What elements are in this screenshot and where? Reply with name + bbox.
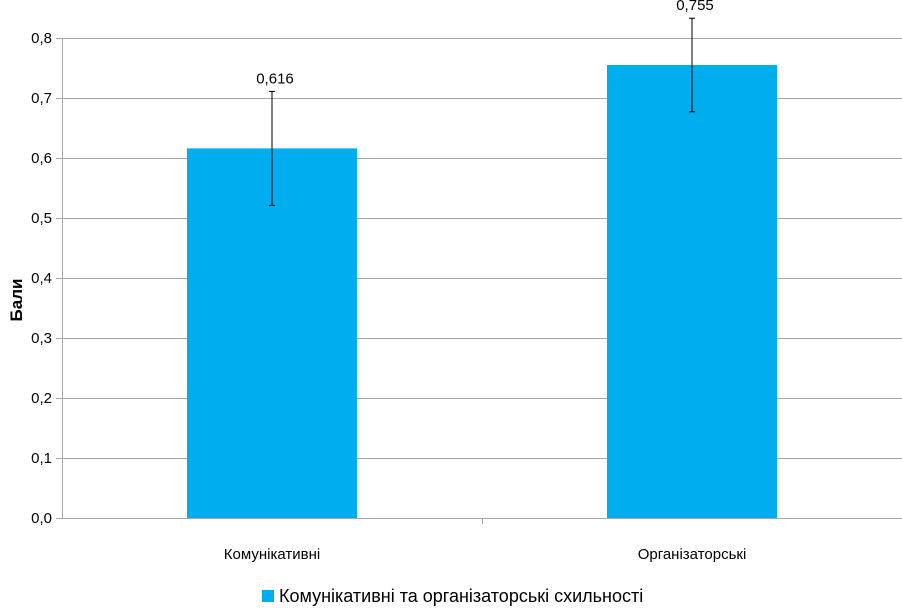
data-label: 0,616: [256, 70, 294, 87]
y-tick-label: 0,1: [31, 450, 52, 467]
y-tick-label: 0,2: [31, 390, 52, 407]
labels: 0,0 0,1 0,2 0,3 0,4 0,5 0,6 0,7 0,8 0,616 Комуніка…: [31, 0, 746, 563]
y-tick-label: 0,5: [31, 210, 52, 227]
x-category-label: Комунікативні: [224, 546, 320, 563]
bar: [606, 65, 778, 518]
bar: [186, 148, 358, 518]
legend-swatch: [262, 590, 274, 602]
bars: [186, 17, 778, 518]
legend: Комунікативні та організаторські схильно…: [262, 586, 643, 606]
y-tick-label: 0,0: [31, 510, 52, 527]
axes: [56, 38, 902, 524]
y-tick-label: 0,8: [31, 30, 52, 47]
y-axis-title: Бали: [7, 279, 26, 322]
legend-label: Комунікативні та організаторські схильно…: [279, 586, 643, 606]
y-tick-label: 0,6: [31, 150, 52, 167]
y-tick-label: 0,7: [31, 90, 52, 107]
y-tick-label: 0,3: [31, 330, 52, 347]
y-tick-label: 0,4: [31, 270, 52, 287]
x-category-label: Організаторські: [638, 546, 747, 563]
data-label: 0,755: [676, 0, 714, 14]
